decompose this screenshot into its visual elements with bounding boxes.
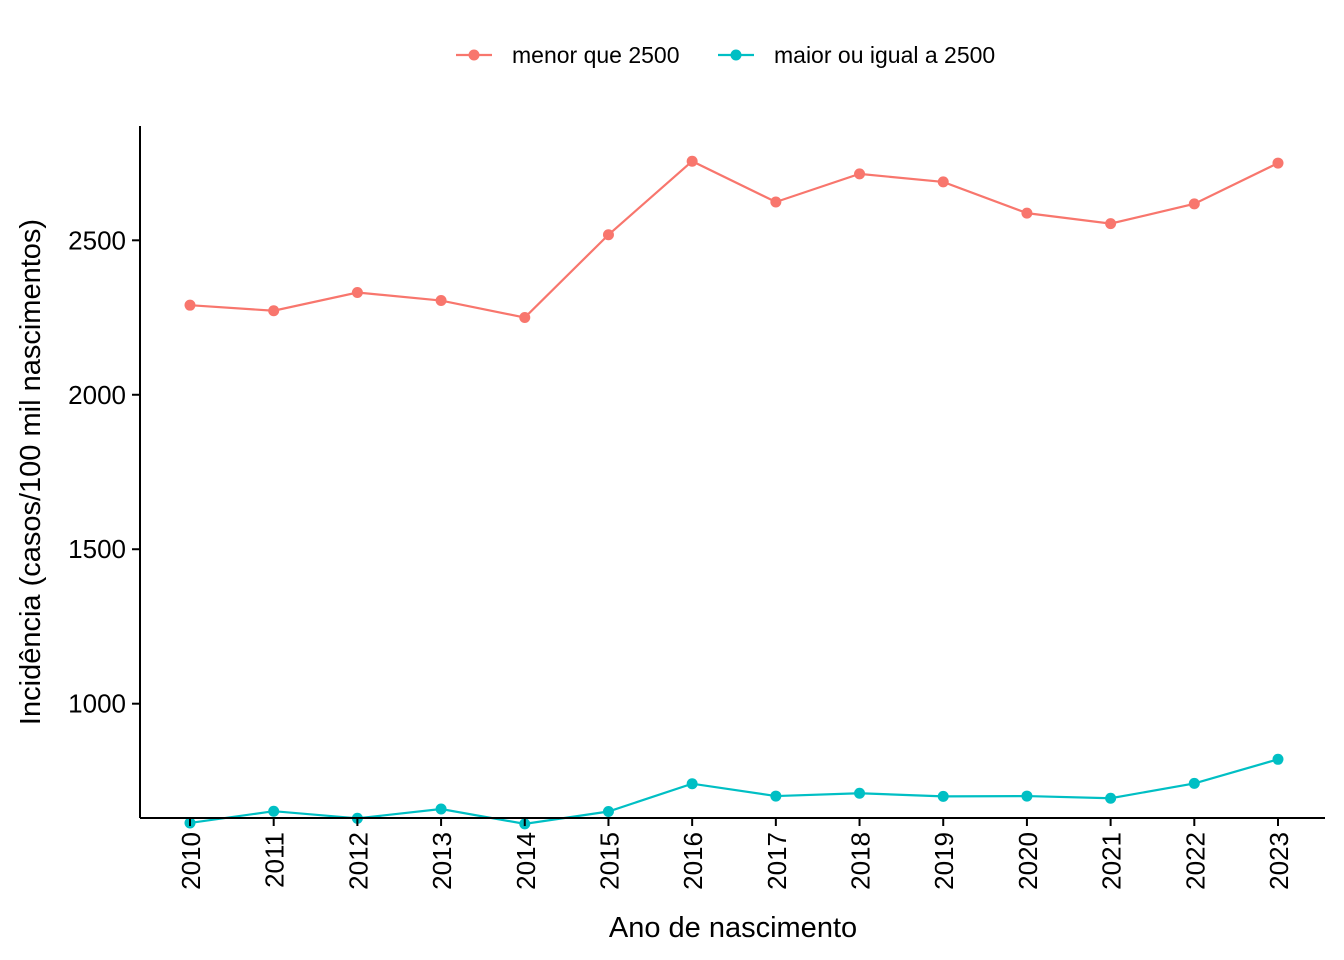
x-tick-label: 2023 <box>1264 832 1294 890</box>
legend-key-point <box>468 49 480 61</box>
data-point <box>602 229 614 241</box>
data-point <box>268 305 280 317</box>
x-tick-label: 2020 <box>1013 832 1043 890</box>
data-point <box>770 790 782 802</box>
data-point <box>1188 198 1200 210</box>
data-point <box>435 295 447 307</box>
data-point <box>686 155 698 167</box>
x-tick-label: 2021 <box>1097 832 1127 890</box>
series-layer <box>184 155 1284 830</box>
data-point <box>602 806 614 818</box>
data-point <box>519 312 531 324</box>
data-point <box>184 299 196 311</box>
x-tick-label: 2016 <box>678 832 708 890</box>
legend-label: menor que 2500 <box>512 42 680 68</box>
legend-key-point <box>730 49 742 61</box>
y-tick-label: 1500 <box>68 534 126 564</box>
data-point <box>1021 790 1033 802</box>
data-point <box>1105 218 1117 230</box>
y-axis-ticks: 1000 1500 2000 2500 <box>68 225 140 719</box>
series-line-1 <box>189 159 1279 319</box>
y-tick-label: 1000 <box>68 689 126 719</box>
data-point <box>854 168 866 180</box>
data-point <box>1021 207 1033 219</box>
x-tick-label: 2019 <box>929 832 959 890</box>
data-point <box>268 805 280 817</box>
data-point <box>1105 792 1117 804</box>
y-tick-label: 2500 <box>68 225 126 255</box>
data-point <box>937 790 949 802</box>
data-point <box>770 196 782 208</box>
x-tick-label: 2013 <box>427 832 457 890</box>
y-axis-title: Incidência (casos/100 mil nascimentos) <box>15 219 47 725</box>
data-point <box>1188 777 1200 789</box>
x-tick-label: 2011 <box>260 832 290 888</box>
x-tick-label: 2017 <box>762 832 792 890</box>
series-line-2 <box>189 758 1279 825</box>
x-tick-label: 2012 <box>343 832 373 890</box>
y-tick-label: 2000 <box>68 380 126 410</box>
x-axis-ticks: 2010 2011 2012 2013 2014 2015 2016 2017 2018 2019… <box>176 818 1294 890</box>
x-tick-label: 2015 <box>594 832 624 890</box>
x-tick-label: 2010 <box>176 832 206 890</box>
data-point <box>937 176 949 188</box>
data-point <box>1272 753 1284 765</box>
x-tick-label: 2022 <box>1180 832 1210 890</box>
x-tick-label: 2014 <box>511 832 541 890</box>
legend: menor que 2500 maior ou igual a 2500 <box>456 42 995 68</box>
legend-label: maior ou igual a 2500 <box>774 42 995 68</box>
data-point <box>435 803 447 815</box>
data-point <box>1272 157 1284 169</box>
x-axis-title: Ano de nascimento <box>609 912 857 944</box>
data-point <box>686 778 698 790</box>
data-point <box>854 787 866 799</box>
x-tick-label: 2018 <box>846 832 876 890</box>
data-point <box>351 287 363 299</box>
